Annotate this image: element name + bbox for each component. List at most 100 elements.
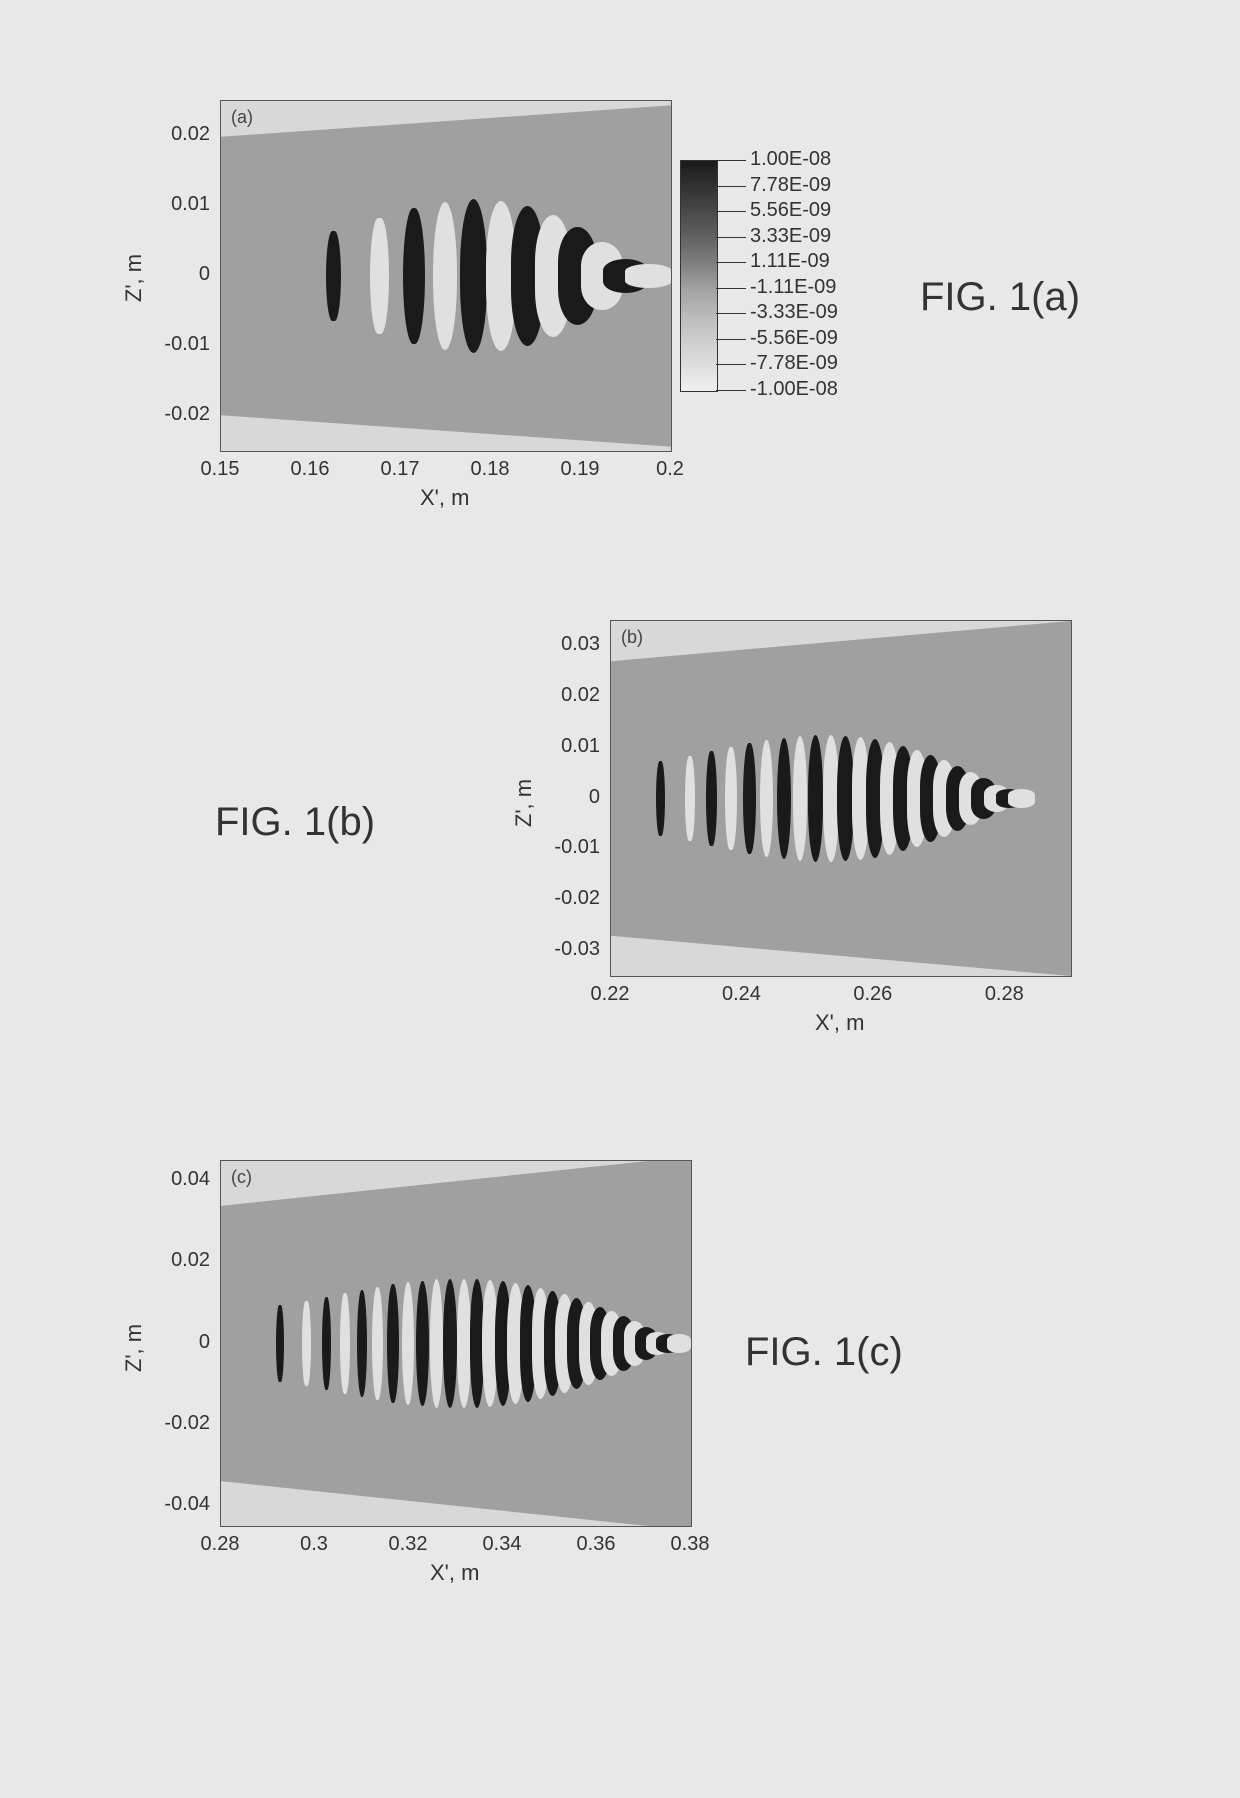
wave-stripe — [370, 218, 389, 334]
ytick-label: 0.03 — [535, 633, 600, 656]
wave-stripe — [403, 208, 424, 344]
colorbar-value: 7.78E-09 — [750, 174, 831, 197]
ytick-label: 0.02 — [145, 1249, 210, 1272]
wave-stripe — [667, 1334, 691, 1353]
ytick-label: -0.01 — [145, 333, 210, 356]
xtick-label: 0.19 — [550, 458, 610, 481]
colorbar-value: 3.33E-09 — [750, 225, 831, 248]
xtick-label: 0.28 — [190, 1533, 250, 1556]
ytick-label: 0.01 — [145, 193, 210, 216]
xtick-label: 0.32 — [378, 1533, 438, 1556]
figure-b-band-bot — [611, 928, 1071, 976]
figure-b-band-top — [611, 621, 1071, 669]
colorbar-leader — [716, 288, 746, 289]
figure-b-xlabel: X', m — [815, 1010, 864, 1036]
wave-stripe — [276, 1305, 284, 1381]
wave-stripe — [706, 751, 717, 846]
xtick-label: 0.3 — [284, 1533, 344, 1556]
xtick-label: 0.24 — [711, 983, 771, 1006]
wave-stripe — [340, 1293, 350, 1394]
wave-stripe — [793, 736, 808, 861]
ytick-label: 0.02 — [145, 123, 210, 146]
wave-stripe — [433, 202, 457, 351]
xtick-label: 0.17 — [370, 458, 430, 481]
colorbar-value: -5.56E-09 — [750, 327, 838, 350]
figure-a-frame: (a) — [220, 100, 672, 452]
colorbar-value: 1.11E-09 — [750, 250, 830, 273]
ytick-label: -0.01 — [535, 836, 600, 859]
colorbar-leader — [716, 211, 746, 212]
figure-a-plotarea: (a) — [221, 101, 671, 451]
figure-a-label: FIG. 1(a) — [920, 275, 1080, 320]
xtick-label: 0.16 — [280, 458, 340, 481]
wave-stripe — [725, 747, 736, 851]
colorbar-value: -1.00E-08 — [750, 378, 838, 401]
ytick-label: -0.03 — [535, 938, 600, 961]
ytick-label: 0.01 — [535, 735, 600, 758]
wave-stripe — [387, 1284, 398, 1402]
wave-stripe — [808, 735, 823, 861]
wave-stripe — [443, 1279, 457, 1408]
wave-stripe — [743, 743, 755, 854]
figure-a-band-bot — [221, 409, 671, 451]
ytick-label: -0.02 — [535, 887, 600, 910]
figure-a-band-top — [221, 101, 671, 143]
xtick-label: 0.28 — [974, 983, 1034, 1006]
figure-b-label: FIG. 1(b) — [215, 800, 375, 845]
colorbar-value: -1.11E-09 — [750, 276, 836, 299]
wave-stripe — [656, 761, 665, 836]
wave-stripe — [302, 1301, 311, 1386]
colorbar-leader — [716, 237, 746, 238]
wave-stripe — [372, 1287, 383, 1400]
figure-c-xlabel: X', m — [430, 1560, 479, 1586]
wave-stripe — [1008, 789, 1035, 808]
figure-b-plotarea: (b) — [611, 621, 1071, 976]
xtick-label: 0.36 — [566, 1533, 626, 1556]
wave-stripe — [625, 264, 671, 287]
xtick-label: 0.2 — [640, 458, 700, 481]
ytick-label: -0.04 — [145, 1493, 210, 1516]
ytick-label: 0 — [145, 263, 210, 286]
figure-c-label: FIG. 1(c) — [745, 1330, 903, 1375]
wave-stripe — [416, 1281, 428, 1407]
colorbar-leader — [716, 186, 746, 187]
xtick-label: 0.38 — [660, 1533, 720, 1556]
wave-stripe — [322, 1297, 331, 1390]
xtick-label: 0.22 — [580, 983, 640, 1006]
wave-stripe — [326, 231, 342, 322]
ytick-label: 0 — [535, 786, 600, 809]
figure-c-band-top — [221, 1161, 691, 1215]
xtick-label: 0.34 — [472, 1533, 532, 1556]
figure-a-wrap: (a) Z', m X', m -0.02-0.0100.010.020.150… — [100, 100, 800, 540]
figure-b-wrap: (b) Z', m X', m -0.03 -0.02 -0.01 0 0.01 0.02… — [490, 620, 1190, 1070]
colorbar-leader — [716, 262, 746, 263]
wave-stripe — [460, 199, 487, 353]
figure-a-panel-tag: (a) — [231, 107, 253, 128]
figure-b-ylabel: Z', m — [511, 779, 537, 827]
figure-c-panel-tag: (c) — [231, 1167, 252, 1188]
wave-stripe — [357, 1290, 367, 1397]
figure-c-frame: (c) — [220, 1160, 692, 1527]
ytick-label: -0.02 — [145, 403, 210, 426]
figure-c-band-bot — [221, 1472, 691, 1526]
figure-b-frame: (b) — [610, 620, 1072, 977]
xtick-label: 0.18 — [460, 458, 520, 481]
wave-stripe — [685, 756, 695, 841]
colorbar-value: -7.78E-09 — [750, 352, 838, 375]
colorbar-leader — [716, 364, 746, 365]
figure-b-panel-tag: (b) — [621, 627, 643, 648]
colorbar-leader — [716, 313, 746, 314]
colorbar-leader — [716, 339, 746, 340]
figure-c-ylabel: Z', m — [121, 1324, 147, 1372]
ytick-label: 0.02 — [535, 684, 600, 707]
figure-a-colorbar — [680, 160, 718, 392]
wave-stripe — [402, 1282, 414, 1405]
colorbar-value: -3.33E-09 — [750, 301, 838, 324]
wave-stripe — [760, 740, 773, 857]
colorbar-leader — [716, 390, 746, 391]
colorbar-value: 5.56E-09 — [750, 199, 831, 222]
figure-a-ylabel: Z', m — [121, 254, 147, 302]
wave-stripe — [457, 1279, 471, 1409]
colorbar-leader — [716, 160, 746, 161]
wave-stripe — [430, 1279, 443, 1407]
